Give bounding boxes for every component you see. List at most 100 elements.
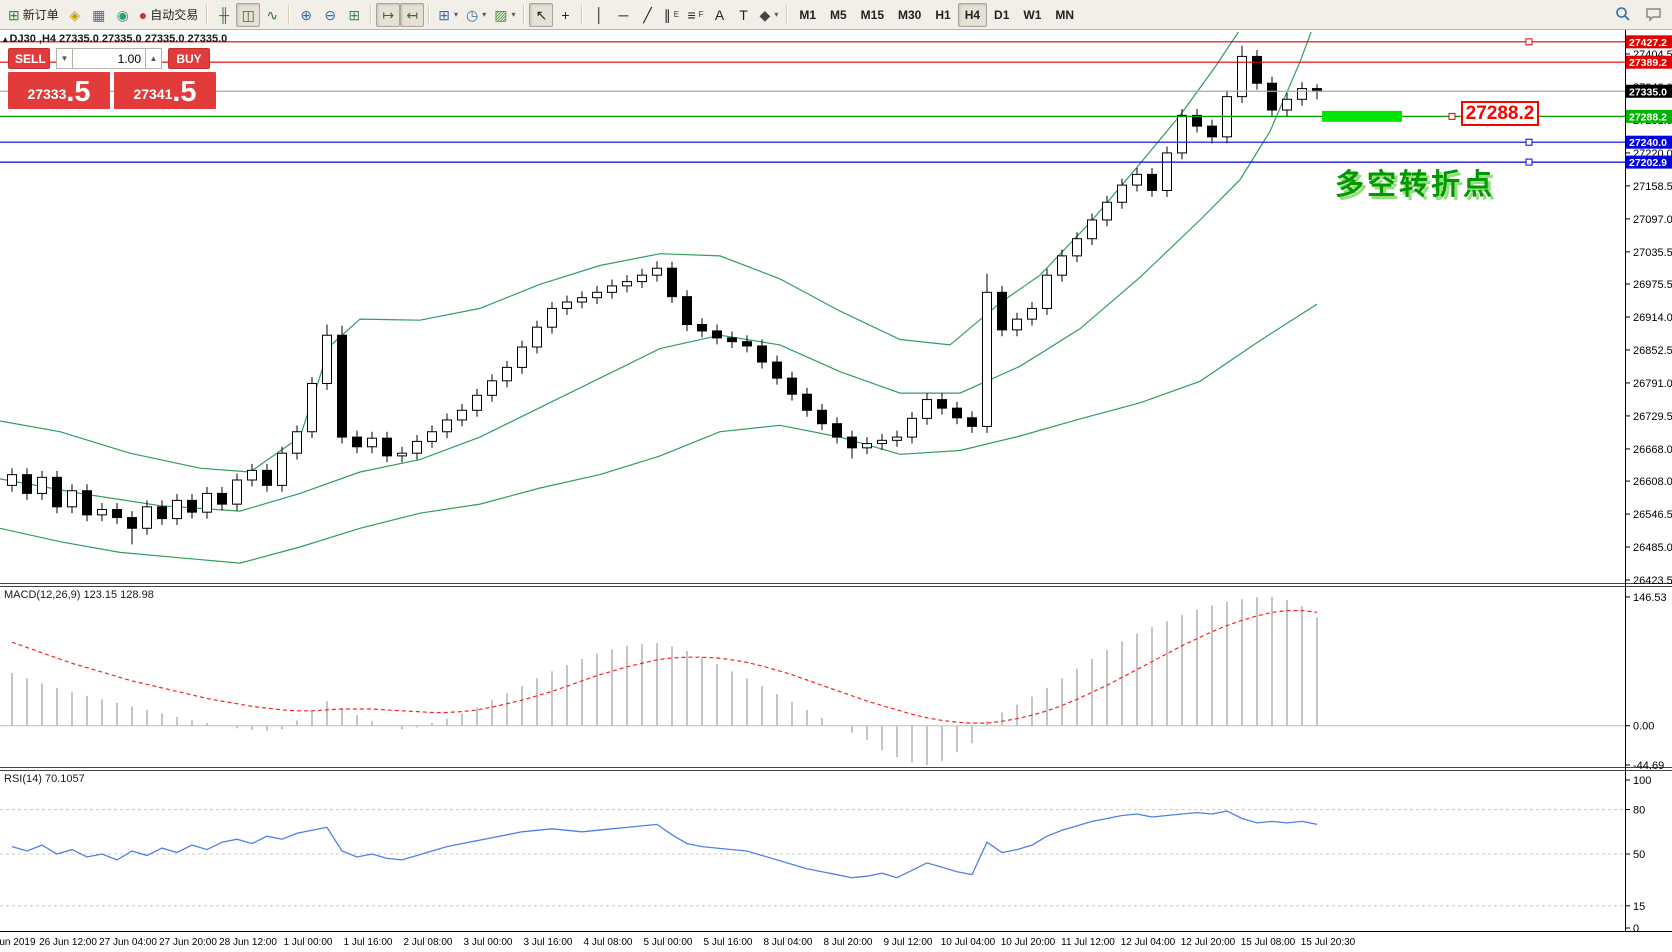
svg-text:27240.0: 27240.0: [1629, 137, 1667, 149]
toolbar-button-chat[interactable]: [1641, 3, 1666, 27]
toolbar-button-trendline[interactable]: ╱: [635, 3, 659, 27]
svg-text:12 Jul 04:00: 12 Jul 04:00: [1121, 937, 1176, 948]
profiles-icon: ◷: [465, 6, 479, 23]
svg-text:27389.2: 27389.2: [1629, 57, 1667, 69]
turning-point-annotation[interactable]: 多空转折点: [1335, 169, 1496, 201]
timeframe-button-H1[interactable]: H1: [928, 3, 957, 27]
buy-price-box[interactable]: 27341.5: [114, 72, 216, 109]
svg-text:5 Jul 16:00: 5 Jul 16:00: [704, 937, 753, 948]
sell-price-fraction: .5: [66, 76, 91, 108]
chart-marker-icon: ▴: [3, 34, 8, 44]
svg-text:27 Jun 20:00: 27 Jun 20:00: [159, 937, 217, 948]
sell-price-box[interactable]: 27333.5: [8, 72, 110, 109]
svg-text:25 Jun 2019: 25 Jun 2019: [0, 937, 36, 948]
svg-text:100: 100: [1633, 775, 1651, 787]
timeframe-button-M1[interactable]: M1: [792, 3, 823, 27]
zoom-in-icon: ⊕: [300, 6, 313, 23]
svg-text:12 Jul 20:00: 12 Jul 20:00: [1181, 937, 1236, 948]
toolbar-group: ↦ ↤: [376, 2, 425, 27]
svg-text:10 Jul 04:00: 10 Jul 04:00: [941, 937, 996, 948]
toolbar-button-arrows[interactable]: ◆ ▾: [756, 3, 783, 27]
toolbar-button-crosshair[interactable]: +: [553, 3, 577, 27]
toolbar-button-new-chart[interactable]: ⊞ ▾: [434, 3, 462, 27]
toolbar-button-tile-windows[interactable]: ⊞: [342, 3, 366, 27]
equidistant-channel-icon: ∥: [663, 6, 671, 23]
svg-text:146.53: 146.53: [1633, 592, 1667, 604]
toolbar-button-chart-shift[interactable]: ↤: [400, 2, 425, 27]
sell-price-main: 27333: [27, 86, 67, 102]
toolbar-button-signals[interactable]: ◉: [111, 3, 135, 27]
svg-text:27 Jun 04:00: 27 Jun 04:00: [99, 937, 157, 948]
toolbar-button-search[interactable]: [1611, 3, 1635, 27]
svg-text:15 Jul 08:00: 15 Jul 08:00: [1241, 937, 1296, 948]
toolbar-button-templates[interactable]: ▨ ▾: [490, 3, 519, 27]
timeframe-button-M5[interactable]: M5: [823, 3, 854, 27]
toolbar-button-market-watch[interactable]: ▦: [87, 3, 111, 27]
buy-button[interactable]: BUY: [168, 48, 210, 69]
toolbar-label-新订单: 新订单: [22, 8, 59, 22]
toolbar-button-new-order[interactable]: ⊞ 新订单: [4, 3, 63, 27]
toolbar-button-zoom-out[interactable]: ⊖: [318, 3, 342, 27]
svg-text:26546.5: 26546.5: [1633, 509, 1672, 521]
svg-text:26 Jun 12:00: 26 Jun 12:00: [39, 937, 97, 948]
svg-text:8 Jul 04:00: 8 Jul 04:00: [764, 937, 813, 948]
toolbar-button-vertical-line[interactable]: │: [587, 3, 611, 27]
svg-text:2 Jul 08:00: 2 Jul 08:00: [404, 937, 453, 948]
toolbar-button-auto-scroll[interactable]: ↦: [376, 2, 401, 27]
toolbar-button-profiles[interactable]: ◷ ▾: [462, 3, 490, 27]
toolbar-separator: [288, 4, 291, 25]
toolbar-separator: [428, 4, 431, 25]
toolbar-button-auto-trading[interactable]: ● 自动交易: [135, 3, 202, 27]
toolbar-button-line-chart[interactable]: ∿: [260, 3, 284, 27]
toolbar-button-bar-chart[interactable]: ╫: [212, 3, 236, 27]
toolbar-button-text-label[interactable]: T: [732, 3, 756, 27]
timeframe-button-M15[interactable]: M15: [854, 3, 891, 27]
profiles-dropdown-icon: ▾: [482, 10, 487, 19]
svg-text:0.00: 0.00: [1633, 721, 1654, 733]
toolbar-button-horizontal-line[interactable]: ─: [611, 3, 635, 27]
svg-text:27288.2: 27288.2: [1629, 111, 1667, 123]
volume-increase-button[interactable]: ▲: [145, 48, 162, 69]
signals-icon: ◉: [116, 6, 129, 23]
svg-text:10 Jul 20:00: 10 Jul 20:00: [1001, 937, 1056, 948]
svg-text:26914.0: 26914.0: [1633, 312, 1672, 324]
svg-text:26852.5: 26852.5: [1633, 345, 1672, 357]
toolbar-right-group: [1611, 0, 1666, 30]
sell-button[interactable]: SELL: [8, 48, 50, 69]
svg-text:5 Jul 00:00: 5 Jul 00:00: [644, 937, 693, 948]
fibonacci-sub-label: F: [698, 10, 704, 19]
tile-windows-icon: ⊞: [348, 6, 361, 23]
toolbar-button-equidistant-channel[interactable]: ∥ E: [659, 3, 683, 27]
timeframe-label-H1: H1: [935, 7, 951, 22]
toolbar-group: │ ─ ╱ ∥ E ≡ F A T ◆ ▾: [587, 3, 782, 27]
candlestick-chart-icon: ◫: [241, 6, 255, 23]
crosshair-icon: +: [561, 6, 570, 23]
timeframe-button-M30[interactable]: M30: [891, 3, 928, 27]
timeframe-button-MN[interactable]: MN: [1048, 3, 1081, 27]
svg-text:27158.5: 27158.5: [1633, 181, 1672, 193]
toolbar-button-zoom-in[interactable]: ⊕: [294, 3, 318, 27]
svg-text:26791.0: 26791.0: [1633, 378, 1672, 390]
toolbar-button-cursor[interactable]: ↖: [529, 2, 554, 27]
zoom-out-icon: ⊖: [324, 6, 337, 23]
equidistant-channel-sub-label: E: [673, 10, 680, 19]
fibonacci-icon: ≡: [687, 6, 696, 23]
main-toolbar: ⊞ 新订单 ◈ ▦ ◉ ● 自动交易 ╫ ◫ ∿ ⊕ ⊖ ⊞ ↦ ↤ ⊞ ▾ ◷ ▾ ▨ ▾ ↖ + │ ─ ╱ ∥ E ≡ F A T ◆ ▾ M…: [0, 0, 1672, 30]
volume-input[interactable]: [73, 48, 145, 69]
price-chart-canvas[interactable]: 27404.527343.027281.527220.027158.527097…: [0, 30, 1672, 952]
volume-decrease-button[interactable]: ▼: [56, 48, 73, 69]
toolbar-button-text[interactable]: A: [708, 3, 732, 27]
timeframe-button-D1[interactable]: D1: [987, 3, 1016, 27]
price-callout-label[interactable]: 27288.2: [1461, 101, 1539, 126]
svg-text:27335.0: 27335.0: [1629, 86, 1667, 98]
volume-stepper: ▼ ▲: [56, 48, 162, 69]
timeframe-label-M15: M15: [860, 7, 885, 22]
toolbar-button-candlestick-chart[interactable]: ◫: [236, 2, 261, 27]
svg-text:27427.2: 27427.2: [1629, 37, 1667, 49]
toolbar-button-fibonacci[interactable]: ≡ F: [683, 3, 707, 27]
timeframe-button-W1[interactable]: W1: [1016, 3, 1048, 27]
timeframe-button-H4[interactable]: H4: [957, 2, 988, 27]
svg-text:26668.0: 26668.0: [1633, 444, 1672, 456]
toolbar-button-chart-history[interactable]: ◈: [63, 3, 87, 27]
chart-title: ▴ DJ30 ,H4 27335.0 27335.0 27335.0 27335.…: [3, 33, 228, 45]
